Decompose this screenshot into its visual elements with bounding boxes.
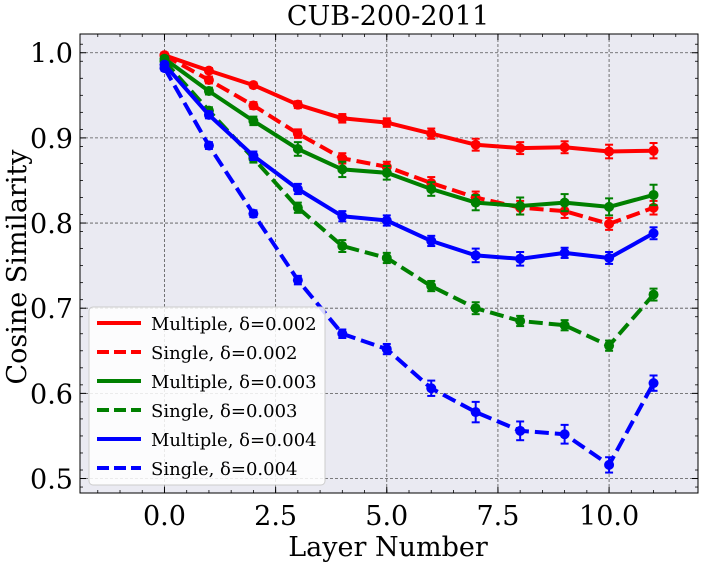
y-axis-label: Cosine Similarity [2,149,33,385]
series-6 [159,63,659,474]
data-point [381,344,392,355]
data-point [203,74,214,85]
data-point [337,164,348,175]
series-3 [159,53,659,217]
data-point [426,183,437,194]
y-tick-label: 0.7 [30,294,73,325]
data-point [604,459,615,470]
data-point [381,167,392,178]
series-line [163,63,655,261]
series-5 [159,59,659,267]
data-point [648,289,659,300]
data-point [337,241,348,252]
data-point [470,303,481,314]
data-point [515,253,526,264]
data-point [559,429,570,440]
x-tick-label: 0.0 [143,501,186,532]
data-point [337,328,348,339]
data-point [515,315,526,326]
data-point [248,208,259,219]
data-point [470,197,481,208]
y-tick-label: 0.6 [30,379,73,410]
data-point [292,202,303,213]
legend-label: Multiple, δ=0.002 [151,314,317,335]
legend-box [88,306,326,486]
legend: Multiple, δ=0.002 Single, δ=0.002 Multiple… [88,306,326,486]
data-point [515,425,526,436]
data-point [292,183,303,194]
data-point [470,139,481,150]
data-point [248,100,259,111]
legend-label: Single, δ=0.003 [151,401,298,422]
x-tick-label: 10.0 [579,501,639,532]
data-point [203,65,214,76]
series-line [163,53,655,226]
data-point [337,113,348,124]
data-point [648,378,659,389]
data-point [604,218,615,229]
data-point [203,140,214,151]
data-point [559,142,570,153]
data-point [292,128,303,139]
data-point [604,146,615,157]
chart-title: CUB-200-2011 [287,1,489,32]
data-point [648,228,659,239]
data-point [337,211,348,222]
data-point [648,189,659,200]
data-point [515,143,526,154]
data-point [426,128,437,139]
y-tick-label: 0.5 [30,465,73,496]
legend-label: Single, δ=0.002 [151,343,298,364]
x-axis-label: Layer Number [288,532,488,563]
data-point [248,150,259,161]
data-point [426,235,437,246]
data-point [470,250,481,261]
series-line [163,57,655,209]
y-tick-label: 0.8 [30,209,73,240]
data-point [292,275,303,286]
data-point [159,63,170,74]
data-point [426,383,437,394]
x-tick-label: 5.0 [365,501,408,532]
y-tick-label: 1.0 [30,39,73,70]
data-point [559,320,570,331]
series-line [163,53,654,154]
data-point [248,115,259,126]
x-tick-label: 7.5 [476,501,519,532]
data-point [292,99,303,110]
data-point [604,340,615,351]
data-point [559,197,570,208]
legend-label: Multiple, δ=0.004 [151,430,317,451]
data-point [248,80,259,91]
data-point [648,145,659,156]
data-point [203,86,214,97]
legend-label: Multiple, δ=0.003 [151,372,317,393]
x-tick-label: 2.5 [254,501,297,532]
legend-label: Single, δ=0.004 [151,459,298,480]
data-point [381,215,392,226]
data-point [203,109,214,120]
data-point [381,117,392,128]
data-point [470,407,481,418]
data-point [604,201,615,212]
data-point [604,252,615,263]
y-tick-label: 0.9 [30,124,73,155]
data-point [515,201,526,212]
data-point [292,143,303,154]
data-point [559,247,570,258]
data-point [381,252,392,263]
data-point [426,281,437,292]
